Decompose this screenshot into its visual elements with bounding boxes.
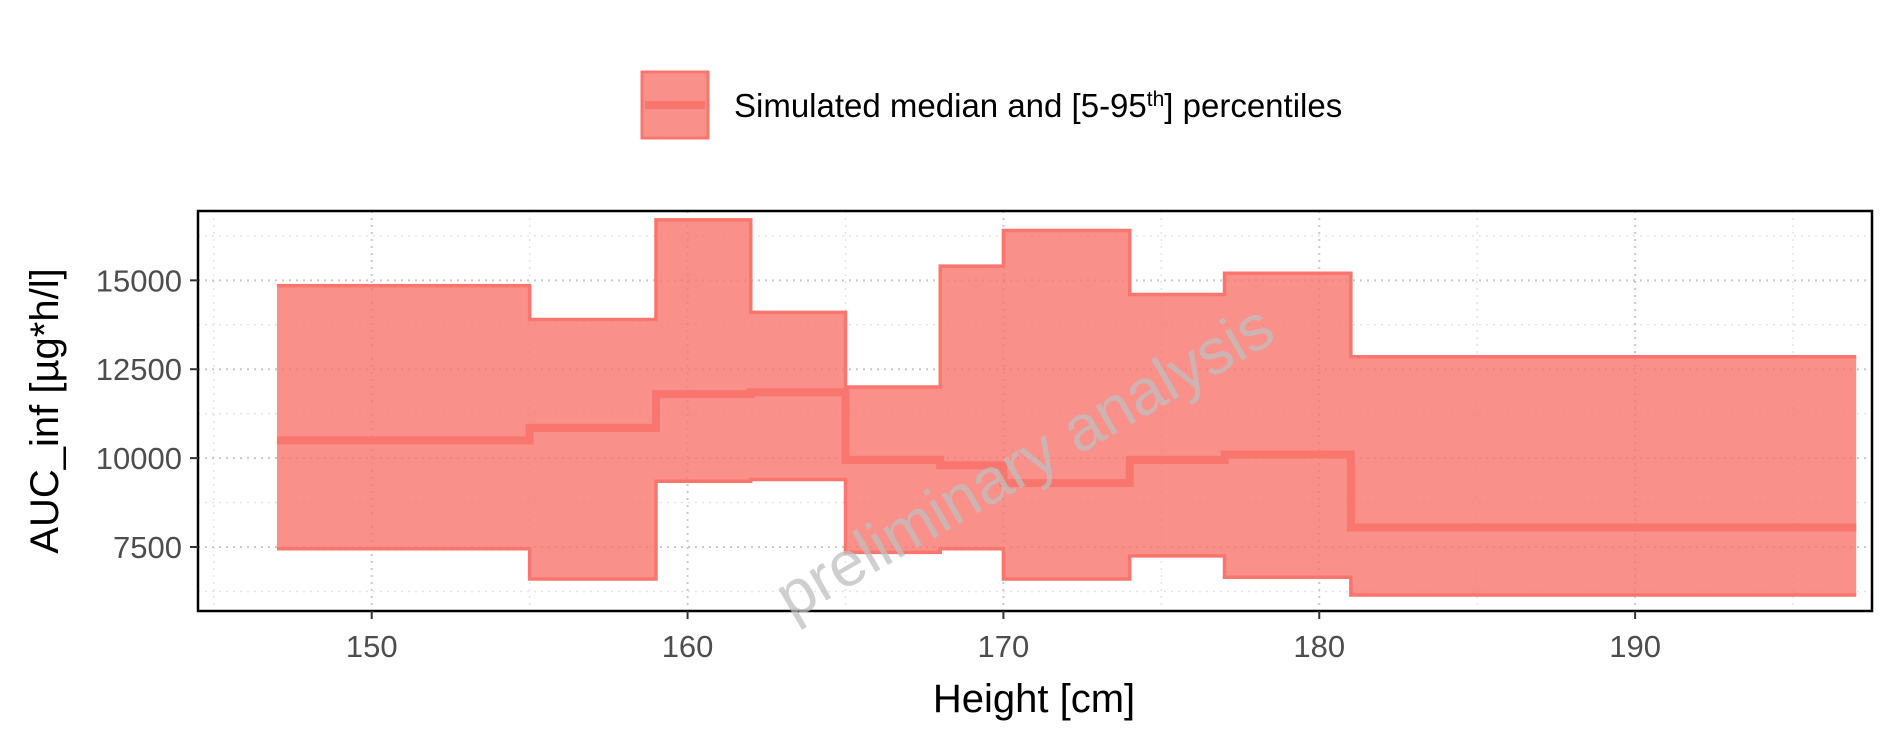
x-tick-label: 180 — [1293, 629, 1345, 664]
x-axis: 150 160 170 180 190 — [346, 611, 1661, 664]
x-tick-label: 150 — [346, 629, 398, 664]
legend-label-superscript: th — [1147, 88, 1165, 111]
median-line-group — [276, 388, 1857, 532]
x-tick-label: 190 — [1609, 629, 1661, 664]
y-axis: 7500 10000 12500 15000 — [96, 263, 198, 565]
x-tick-label: 170 — [978, 629, 1030, 664]
plot-panel-border — [196, 209, 1874, 613]
x-axis-title: Height [cm] — [933, 677, 1135, 721]
median-line — [276, 388, 1857, 532]
percentile-band — [276, 218, 1857, 597]
y-tick-label: 15000 — [96, 263, 182, 298]
legend: Simulated median and [5-95th] percentile… — [640, 70, 1342, 140]
y-axis-title: AUC_inf [µg*h/l] — [23, 268, 67, 553]
lower-percentile-line — [276, 477, 1857, 597]
y-tick-label: 7500 — [113, 530, 182, 565]
percentile-band-area — [276, 219, 1857, 595]
y-tick-label: 12500 — [96, 352, 182, 387]
legend-label: Simulated median and [5-95th] percentile… — [734, 87, 1342, 124]
legend-label-main: Simulated median and [5-95 — [734, 87, 1147, 124]
x-tick-label: 160 — [662, 629, 714, 664]
upper-percentile-line — [276, 218, 1857, 389]
legend-label-end: ] percentiles — [1164, 87, 1342, 124]
y-tick-label: 10000 — [96, 441, 182, 476]
